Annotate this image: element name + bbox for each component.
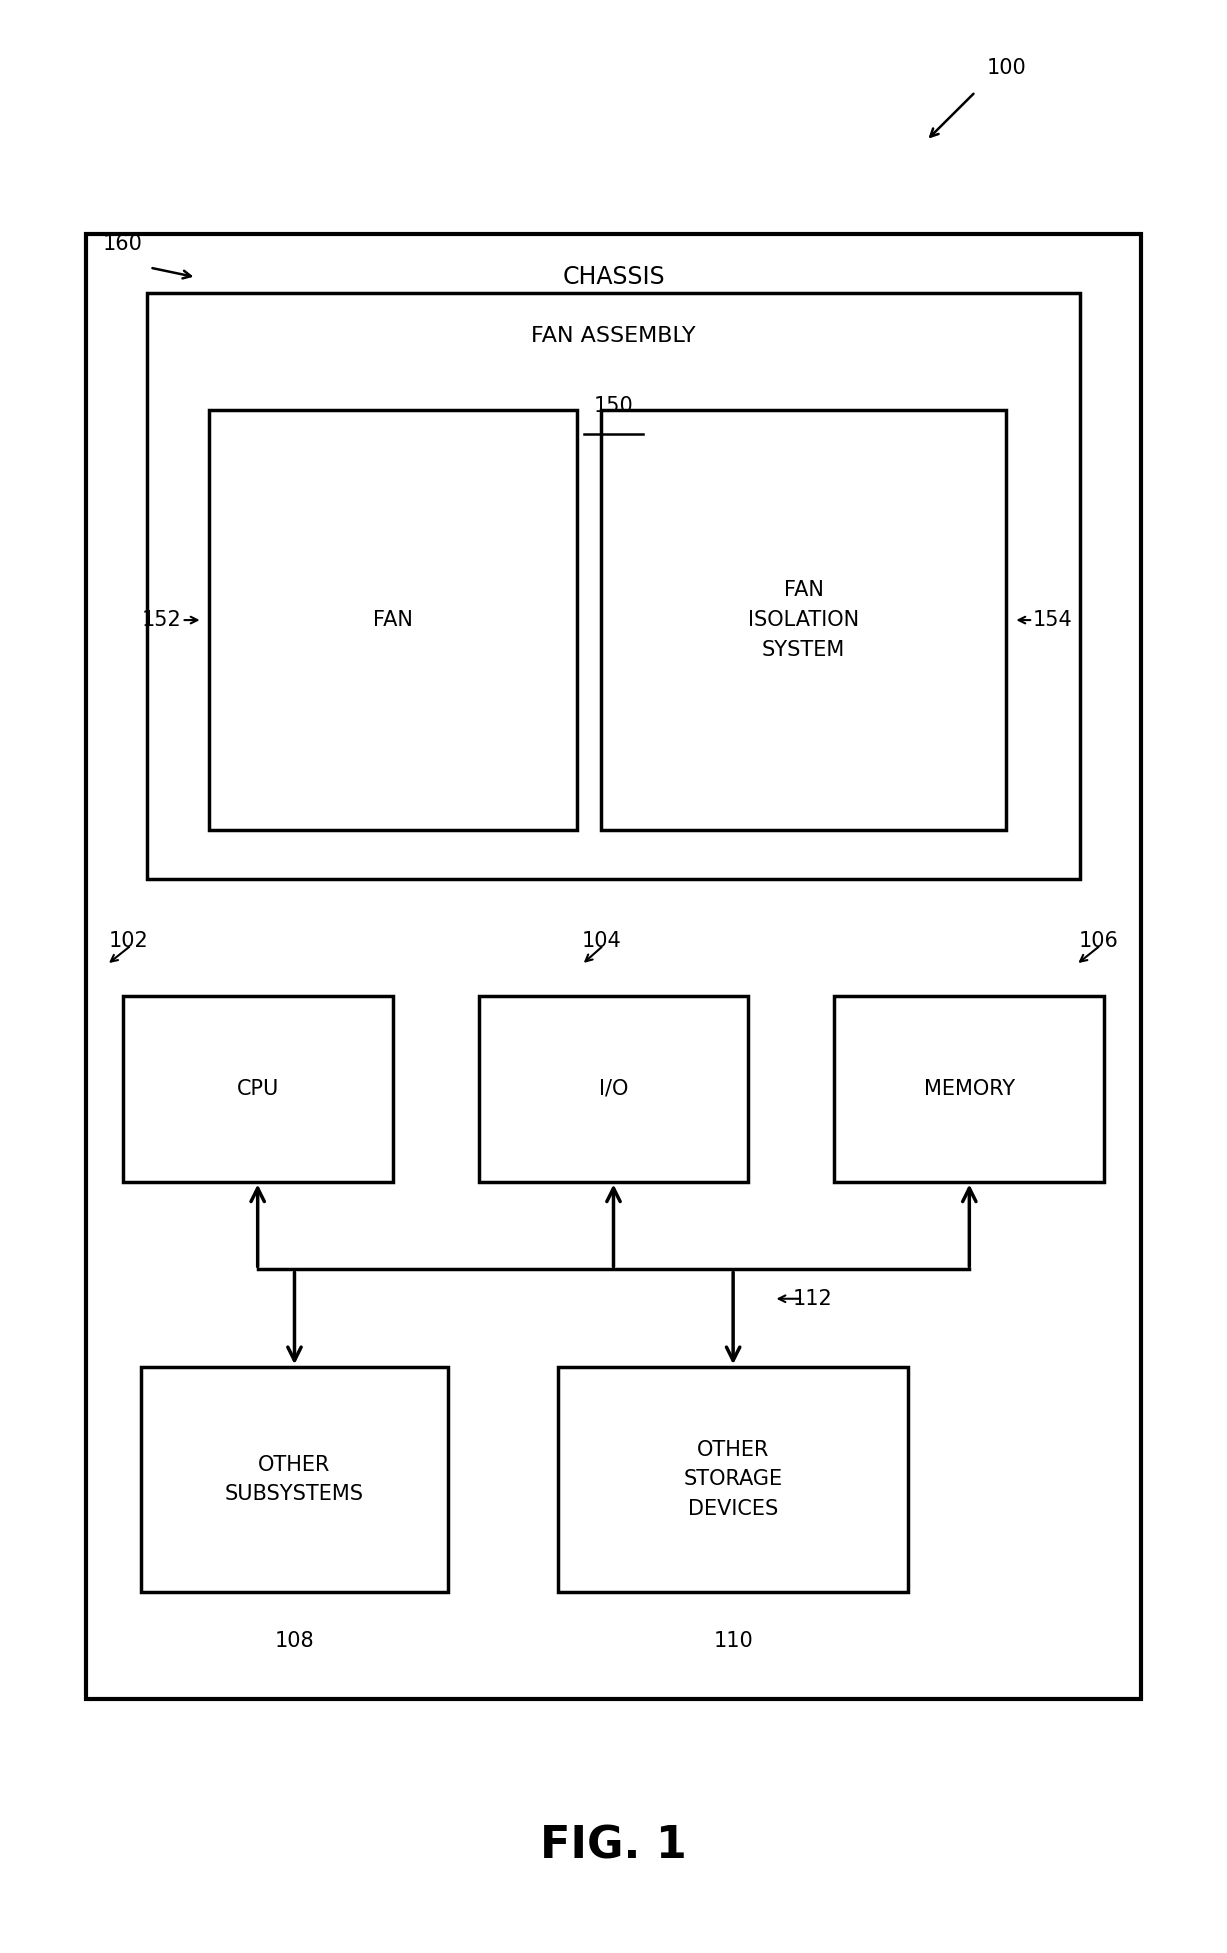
Text: 154: 154 (1033, 609, 1072, 631)
Text: 104: 104 (582, 932, 621, 951)
Text: FAN ASSEMBLY: FAN ASSEMBLY (531, 326, 696, 346)
FancyBboxPatch shape (86, 234, 1141, 1699)
Text: OTHER
STORAGE
DEVICES: OTHER STORAGE DEVICES (683, 1439, 783, 1519)
Text: 102: 102 (109, 932, 148, 951)
FancyBboxPatch shape (479, 996, 748, 1182)
Text: CPU: CPU (237, 1078, 279, 1100)
FancyBboxPatch shape (147, 293, 1080, 879)
FancyBboxPatch shape (834, 996, 1104, 1182)
Text: OTHER
SUBSYSTEMS: OTHER SUBSYSTEMS (225, 1455, 364, 1504)
Text: 110: 110 (713, 1631, 753, 1650)
FancyBboxPatch shape (141, 1367, 448, 1592)
FancyBboxPatch shape (209, 410, 577, 830)
Text: 150: 150 (594, 396, 633, 416)
Text: 108: 108 (275, 1631, 314, 1650)
Text: 160: 160 (103, 234, 142, 254)
Text: MEMORY: MEMORY (924, 1078, 1015, 1100)
FancyBboxPatch shape (558, 1367, 908, 1592)
Text: FAN: FAN (373, 609, 412, 631)
Text: 112: 112 (793, 1289, 833, 1309)
Text: 152: 152 (142, 609, 182, 631)
Text: 100: 100 (987, 59, 1026, 78)
Text: 106: 106 (1079, 932, 1118, 951)
FancyBboxPatch shape (601, 410, 1006, 830)
Text: I/O: I/O (599, 1078, 628, 1100)
Text: CHASSIS: CHASSIS (562, 266, 665, 289)
Text: FAN
ISOLATION
SYSTEM: FAN ISOLATION SYSTEM (748, 580, 859, 660)
FancyBboxPatch shape (123, 996, 393, 1182)
Text: FIG. 1: FIG. 1 (540, 1824, 687, 1867)
